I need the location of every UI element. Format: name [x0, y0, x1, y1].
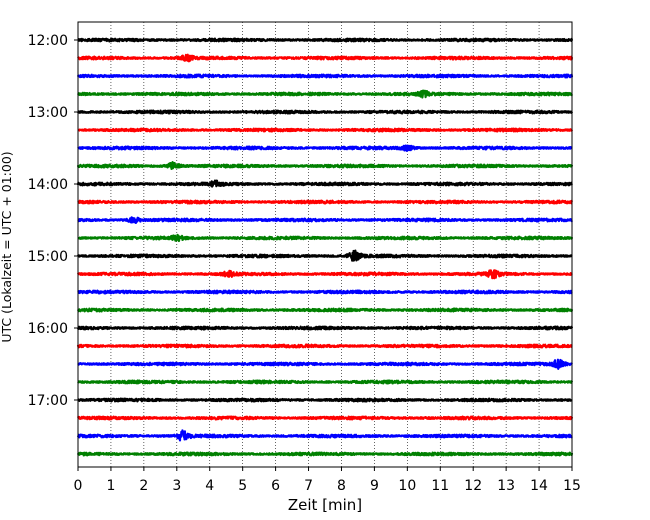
x-tick-label: 0: [74, 478, 83, 494]
y-axis-label: UTC (Lokalzeit = UTC + 01:00): [0, 151, 14, 342]
x-tick-label: 5: [238, 478, 247, 494]
seismogram-trace: [76, 249, 573, 262]
seismogram-trace: [76, 451, 574, 457]
y-tick-label: 17:00: [28, 393, 68, 409]
x-tick-label: 15: [563, 478, 581, 494]
seismogram-trace: [77, 37, 574, 43]
y-axis: 12:00 13:00 14:00 15:00 16:00 17:00: [28, 33, 78, 409]
x-tick-label: 7: [304, 478, 313, 494]
seismogram-trace: [77, 109, 574, 115]
grid: [110, 22, 540, 467]
seismogram-trace: [77, 379, 574, 385]
y-tick-label: 14:00: [28, 177, 68, 193]
seismogram-trace: [76, 343, 573, 349]
seismogram-trace: [77, 127, 574, 133]
seismogram-trace: [76, 179, 573, 188]
seismogram-trace: [77, 144, 573, 152]
y-tick-label: 12:00: [28, 33, 68, 49]
seismogram-trace: [76, 415, 574, 421]
seismogram-trace: [76, 325, 574, 331]
x-tick-label: 14: [530, 478, 548, 494]
x-tick-label: 13: [497, 478, 515, 494]
x-tick-label: 6: [271, 478, 280, 494]
x-tick-label: 8: [337, 478, 346, 494]
x-tick-label: 3: [172, 478, 181, 494]
seismogram-trace: [77, 216, 573, 224]
seismogram-trace: [76, 429, 573, 442]
y-tick-label: 15:00: [28, 249, 68, 265]
x-tick-label: 10: [398, 478, 416, 494]
seismogram-trace: [77, 53, 574, 63]
x-axis-label: Zeit [min]: [288, 496, 362, 514]
seismogram-trace: [76, 397, 573, 403]
seismogram-trace: [77, 199, 574, 205]
traces: [76, 37, 574, 457]
x-tick-label: 4: [205, 478, 214, 494]
seismogram-trace: [76, 73, 574, 79]
seismogram-trace: [77, 289, 573, 295]
x-tick-label: 2: [139, 478, 148, 494]
seismogram-trace: [77, 89, 574, 99]
x-tick-label: 1: [106, 478, 115, 494]
seismogram-trace: [77, 233, 574, 243]
x-tick-label: 11: [431, 478, 449, 494]
x-tick-label: 12: [464, 478, 482, 494]
y-tick-label: 13:00: [28, 105, 68, 121]
x-axis: 0 1 2 3 4 5 6 7 8 9 10 11 12 13 14 15: [74, 467, 581, 494]
seismogram-trace: [76, 269, 573, 280]
x-tick-label: 9: [370, 478, 379, 494]
seismogram-trace: [76, 307, 574, 313]
plot-frame: [77, 21, 573, 468]
seismogram-trace: [77, 358, 573, 370]
seismogram-trace: [76, 161, 574, 170]
y-tick-label: 16:00: [28, 321, 68, 337]
